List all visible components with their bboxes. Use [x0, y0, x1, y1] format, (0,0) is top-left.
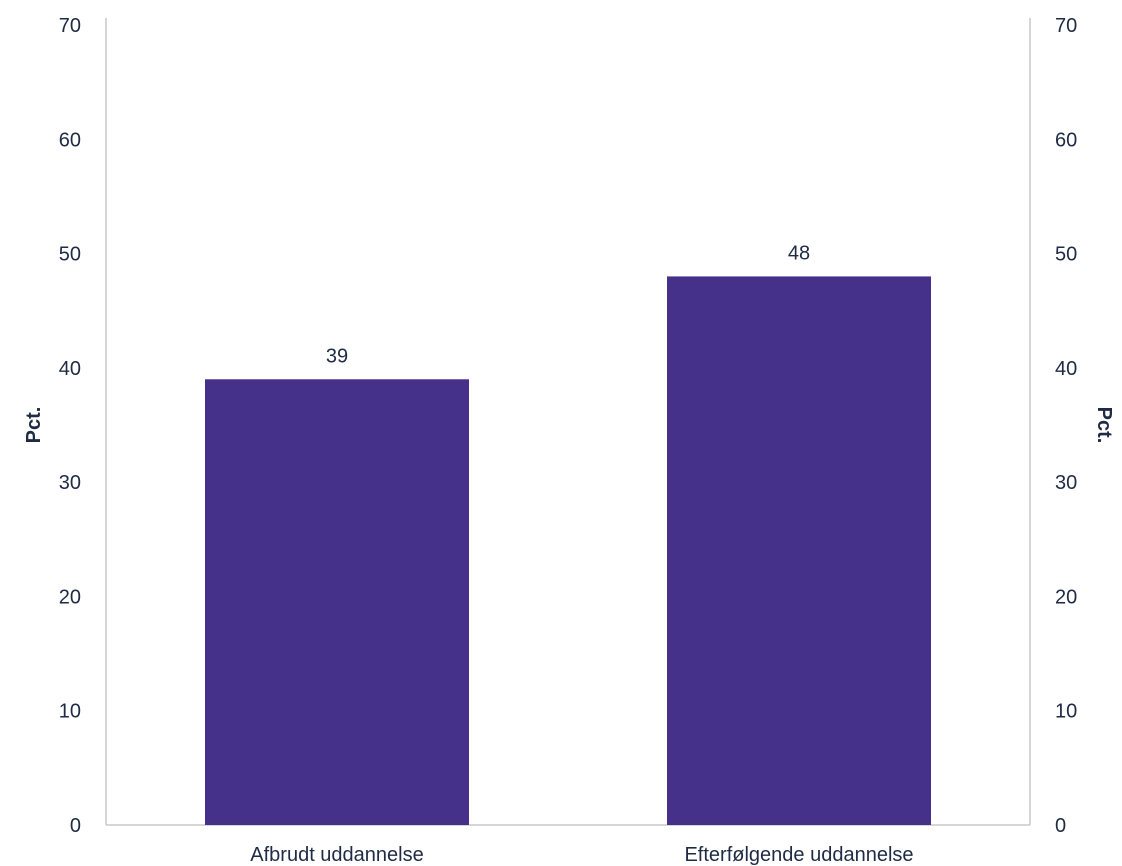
- bar-data-label: 48: [788, 242, 810, 264]
- bar-data-label: 39: [326, 345, 348, 367]
- y-tick-label-right: 0: [1055, 815, 1066, 837]
- y-tick-label-left: 50: [59, 244, 81, 266]
- y-tick-label-right: 10: [1055, 701, 1077, 723]
- y-axis-title-left: Pct.: [23, 407, 45, 444]
- y-tick-label-left: 40: [59, 358, 81, 380]
- y-tick-label-left: 20: [59, 586, 81, 608]
- bars: [205, 276, 931, 825]
- y-axis-title-right: Pct.: [1093, 407, 1115, 444]
- y-tick-label-left: 10: [59, 701, 81, 723]
- y-tick-label-right: 40: [1055, 358, 1077, 380]
- x-category-label: Afbrudt uddannelse: [250, 844, 423, 866]
- y-tick-label-left: 70: [59, 15, 81, 37]
- x-category-label: Efterfølgende uddannelse: [684, 844, 913, 866]
- y-tick-label-right: 70: [1055, 15, 1077, 37]
- y-tick-label-left: 30: [59, 472, 81, 494]
- y-tick-label-right: 50: [1055, 244, 1077, 266]
- bar: [205, 379, 469, 825]
- y-tick-label-left: 0: [70, 815, 81, 837]
- bar: [667, 276, 931, 825]
- labels: 39 Afbrudt uddannelse 48 Efterfølgende udda…: [250, 242, 913, 866]
- y-tick-label-right: 60: [1055, 129, 1077, 151]
- y-tick-label-left: 60: [59, 129, 81, 151]
- y-tick-label-right: 30: [1055, 472, 1077, 494]
- y-tick-label-right: 20: [1055, 586, 1077, 608]
